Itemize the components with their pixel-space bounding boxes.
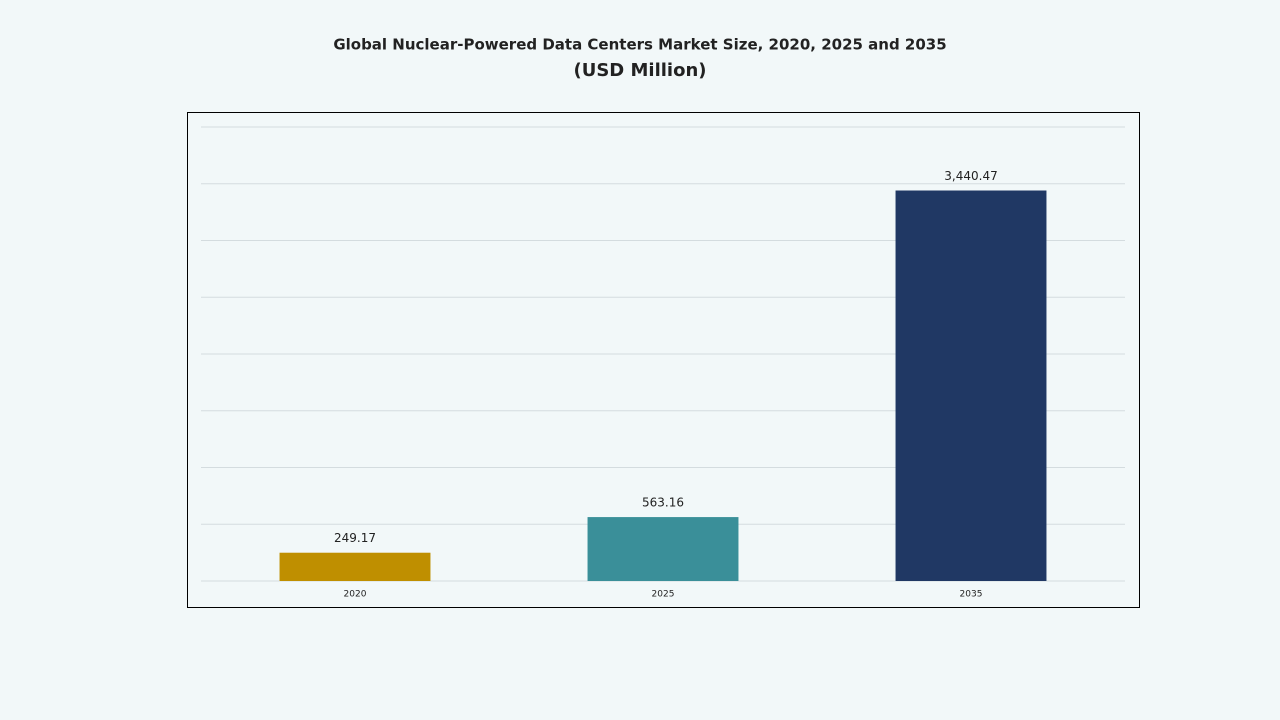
x-tick-label: 2020 <box>344 590 367 600</box>
chart-subtitle: (USD Million) <box>573 60 706 81</box>
value-label: 3,440.47 <box>944 169 997 183</box>
value-label: 563.16 <box>642 496 684 510</box>
chart-title: Global Nuclear-Powered Data Centers Mark… <box>333 36 946 54</box>
x-tick-label: 2025 <box>652 590 675 600</box>
bar <box>279 552 431 581</box>
value-label: 249.17 <box>334 531 376 545</box>
bar <box>587 517 739 581</box>
bar <box>895 190 1047 581</box>
x-tick-label: 2035 <box>960 590 983 600</box>
